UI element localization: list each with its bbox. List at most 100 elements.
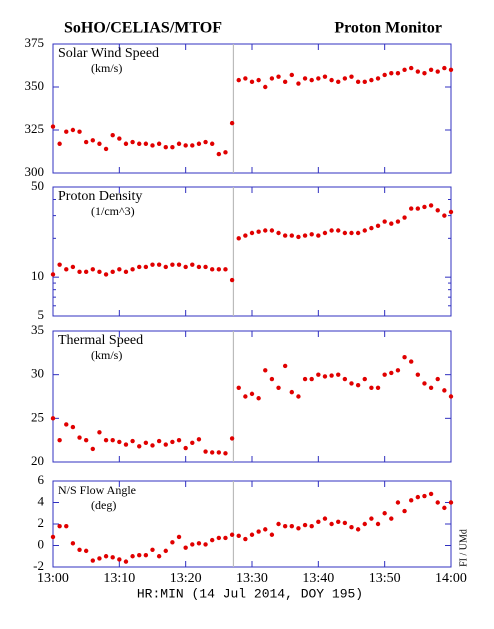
- data-point: [355, 382, 361, 388]
- y-tick-label: 300: [25, 164, 45, 179]
- data-point: [395, 500, 401, 505]
- data-point: [389, 370, 394, 376]
- data-point: [210, 537, 215, 543]
- data-point: [263, 228, 268, 233]
- data-point: [276, 74, 281, 79]
- data-point: [355, 79, 361, 85]
- data-point: [309, 77, 314, 83]
- data-point: [349, 74, 354, 79]
- data-point: [163, 264, 168, 270]
- data-point: [296, 394, 301, 399]
- data-point: [302, 233, 308, 238]
- data-point: [50, 124, 56, 129]
- data-point: [269, 376, 275, 382]
- data-point: [143, 440, 149, 445]
- data-point: [389, 221, 394, 226]
- data-point: [156, 141, 162, 146]
- y-tick-label: 6: [38, 472, 45, 487]
- data-point: [316, 372, 321, 377]
- data-point: [77, 269, 82, 275]
- data-point: [336, 79, 341, 85]
- data-point: [137, 444, 142, 449]
- data-point: [442, 213, 447, 218]
- data-point: [70, 264, 76, 270]
- data-point: [342, 520, 348, 526]
- data-point: [70, 541, 76, 546]
- data-point: [83, 139, 89, 145]
- data-point: [57, 141, 62, 146]
- data-point: [236, 77, 241, 83]
- data-point: [57, 437, 62, 443]
- data-point: [302, 522, 308, 528]
- data-point: [243, 76, 248, 81]
- data-point: [77, 129, 82, 134]
- data-point: [229, 436, 235, 441]
- data-point: [223, 535, 228, 541]
- data-point: [448, 500, 454, 505]
- data-point: [243, 233, 248, 238]
- data-point: [336, 372, 341, 377]
- data-point: [269, 532, 275, 537]
- data-point: [210, 450, 215, 455]
- data-point: [289, 233, 294, 238]
- x-tick-label: 13:00: [37, 571, 69, 586]
- data-point: [362, 79, 367, 85]
- x-axis-label: HR:MIN (14 Jul 2014, DOY 195): [137, 586, 363, 601]
- y-tick-label: 350: [25, 78, 45, 93]
- data-point: [422, 71, 427, 76]
- data-point: [442, 505, 447, 511]
- data-point: [428, 67, 434, 73]
- data-point: [170, 145, 175, 150]
- data-point: [336, 519, 341, 525]
- data-point: [123, 141, 129, 146]
- data-point: [90, 446, 96, 452]
- data-point: [216, 267, 222, 272]
- x-tick-label: 13:30: [236, 571, 268, 586]
- data-point: [395, 219, 401, 224]
- data-point: [428, 203, 434, 208]
- data-point: [64, 422, 69, 427]
- panel-unit: (1/cm^3): [91, 204, 135, 218]
- data-point: [263, 527, 268, 532]
- data-point: [256, 396, 261, 401]
- data-point: [83, 269, 89, 275]
- x-tick-label: 14:00: [435, 571, 467, 586]
- data-point: [196, 437, 202, 442]
- y-tick-label: 30: [31, 366, 44, 381]
- data-point: [289, 72, 294, 78]
- data-point: [409, 206, 414, 211]
- data-point: [289, 523, 294, 529]
- data-point: [415, 69, 421, 74]
- data-point: [442, 65, 447, 71]
- data-point: [64, 267, 69, 272]
- data-point: [395, 368, 401, 373]
- data-point: [309, 523, 314, 529]
- data-point: [349, 381, 354, 386]
- title-right: Proton Monitor: [334, 20, 442, 37]
- data-point: [309, 232, 314, 237]
- data-point: [375, 76, 381, 81]
- data-point: [415, 206, 421, 211]
- data-point: [216, 151, 222, 157]
- data-point: [355, 230, 361, 236]
- x-tick-label: 13:20: [170, 571, 202, 586]
- panel-unit: (deg): [91, 498, 116, 512]
- data-point: [316, 76, 321, 81]
- data-point: [382, 372, 387, 377]
- panel-label: Proton Density: [58, 189, 142, 204]
- data-point: [143, 141, 149, 146]
- data-point: [316, 519, 321, 525]
- data-point: [110, 132, 115, 138]
- data-point: [97, 556, 102, 561]
- panel-label: Solar Wind Speed: [58, 46, 159, 61]
- data-point: [77, 435, 82, 440]
- data-point: [329, 521, 334, 527]
- data-point: [375, 385, 381, 390]
- data-point: [243, 536, 248, 542]
- data-point: [362, 376, 367, 382]
- data-point: [296, 81, 301, 86]
- data-point: [316, 233, 321, 238]
- x-tick-label: 13:50: [369, 571, 401, 586]
- title-left: SoHO/CELIAS/MTOF: [64, 20, 222, 37]
